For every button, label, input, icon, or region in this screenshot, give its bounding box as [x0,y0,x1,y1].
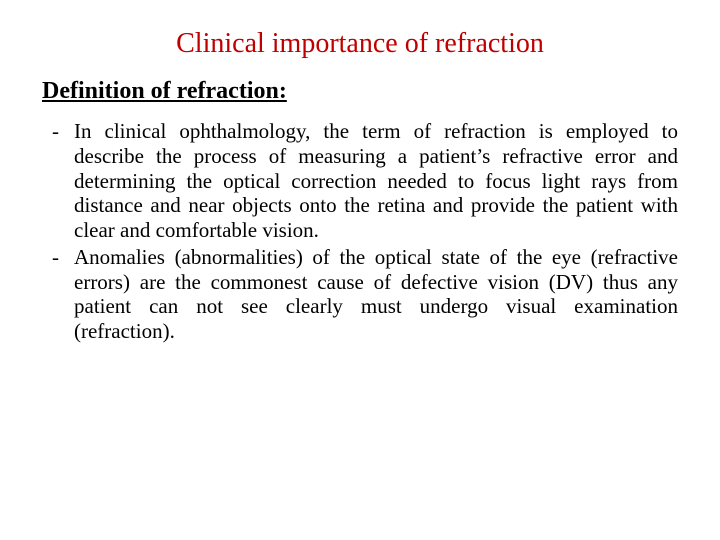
slide-title: Clinical importance of refraction [42,28,678,60]
subheading-text: Definition of refraction: [42,78,287,104]
list-item: In clinical ophthalmology, the term of r… [48,119,678,243]
list-item: Anomalies (abnormalities) of the optical… [48,245,678,344]
slide: Clinical importance of refraction Defini… [0,0,720,540]
bullet-list: In clinical ophthalmology, the term of r… [42,119,678,344]
subheading: Definition of refraction: [42,78,678,105]
